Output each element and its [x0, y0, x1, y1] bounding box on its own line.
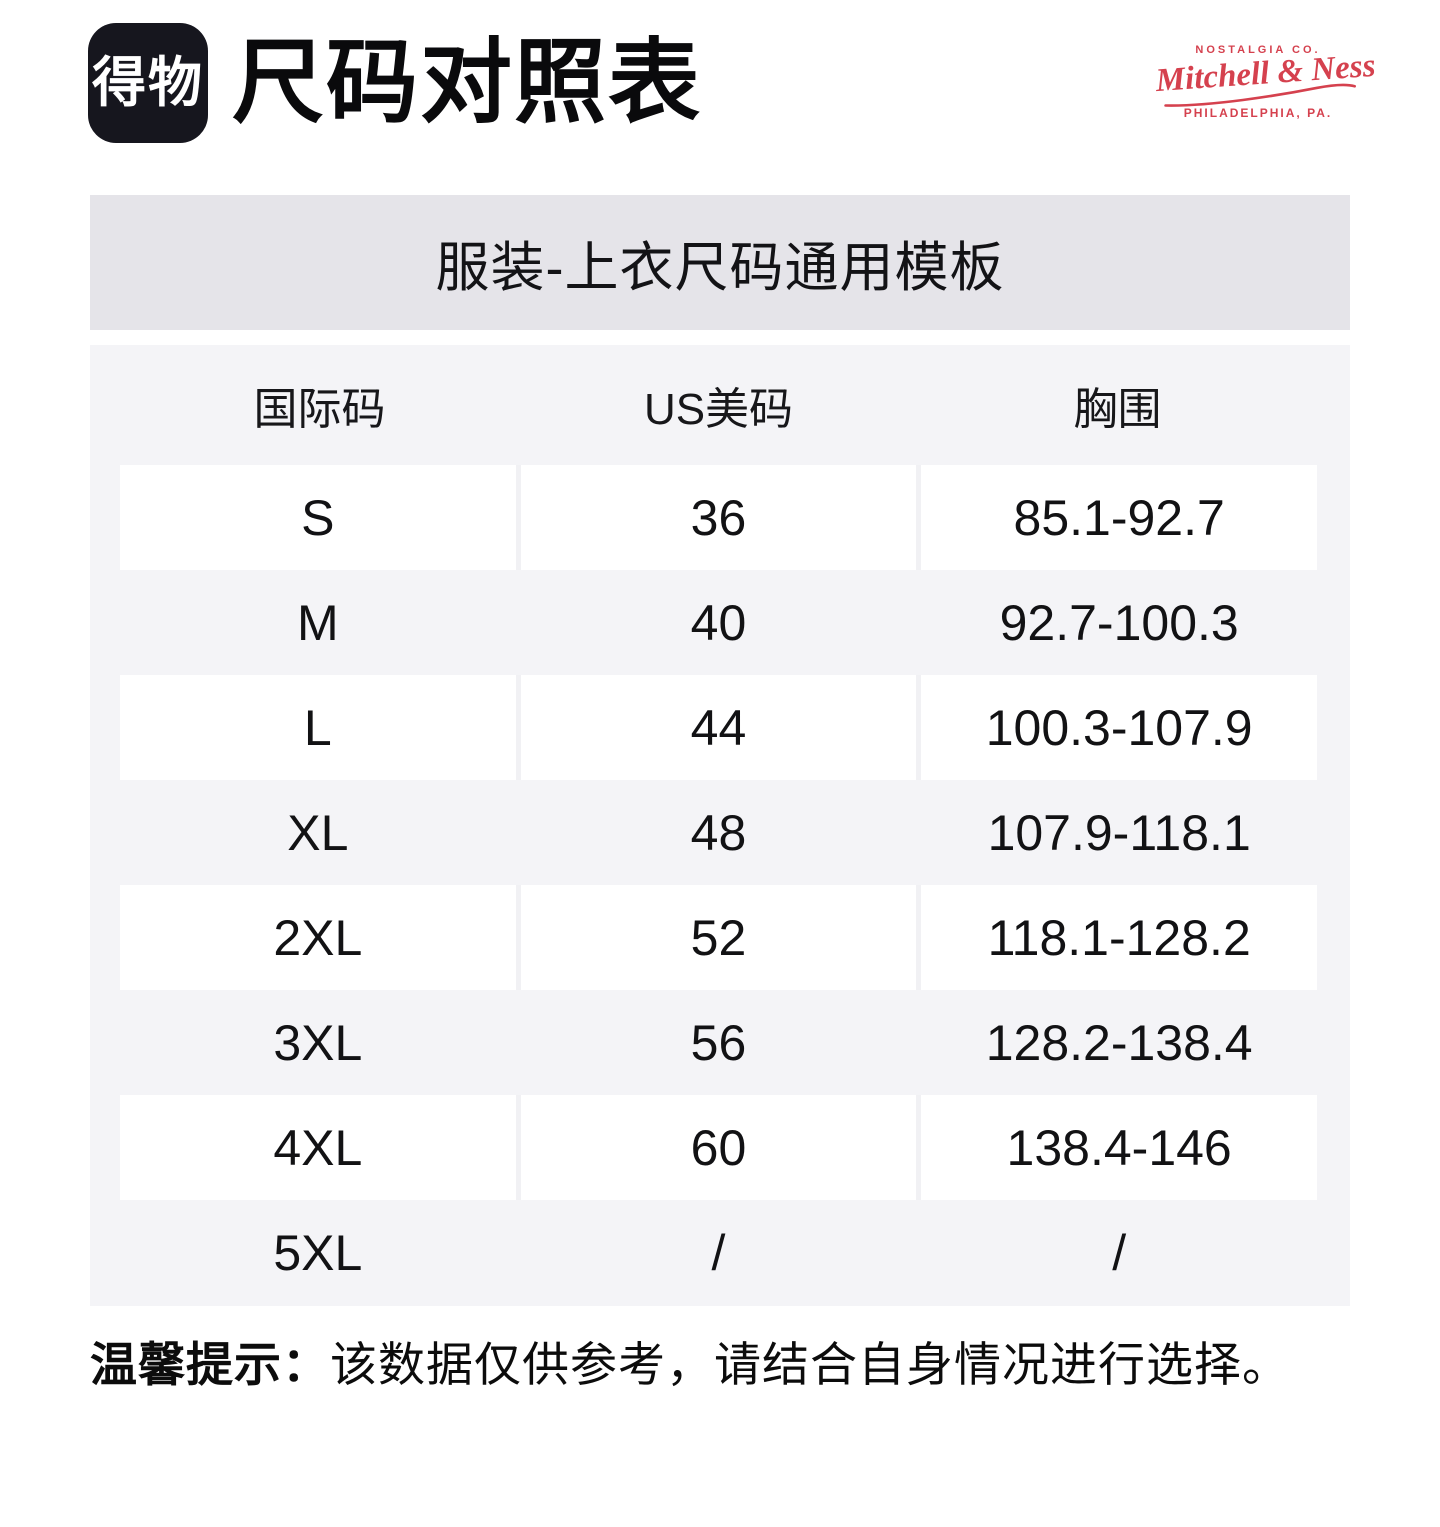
brand-philadelphia-text: PHILADELPHIA, PA. — [1183, 105, 1333, 120]
cell-intl-size: M — [297, 594, 339, 651]
table-header-row: 国际码 US美码 胸围 — [120, 345, 1317, 465]
cell-chest: 118.1-128.2 — [921, 885, 1317, 990]
cell-chest: / — [1112, 1224, 1127, 1281]
footnote-label: 温馨提示： — [90, 1338, 330, 1391]
column-header-chest: 胸围 — [1073, 385, 1162, 434]
cell-chest: 92.7-100.3 — [999, 594, 1239, 651]
brand-nostalgia-text: NOSTALGIA CO. — [1195, 44, 1321, 56]
template-title: 服装-上衣尺码通用模板 — [435, 238, 1005, 298]
cell-chest: 128.2-138.4 — [985, 1014, 1253, 1071]
page-title: 尺码对照表 — [232, 32, 703, 134]
dewu-logo: 得物 — [88, 23, 208, 143]
table-row: 4XL 60 138.4-146 — [120, 1095, 1317, 1200]
column-header-us-size: US美码 — [643, 385, 794, 434]
cell-us-size: 52 — [520, 885, 917, 990]
table-row: 2XL 52 118.1-128.2 — [120, 885, 1317, 990]
cell-intl-size: 5XL — [273, 1224, 363, 1281]
cell-chest: 85.1-92.7 — [921, 465, 1317, 570]
cell-us-size: 40 — [690, 594, 747, 651]
footnote: 温馨提示：该数据仅供参考，请结合自身情况进行选择。 — [90, 1326, 1290, 1395]
page-header: 得物 尺码对照表 — [88, 22, 702, 144]
table-row: 3XL 56 128.2-138.4 — [120, 990, 1317, 1095]
table-row: 5XL / / — [120, 1200, 1317, 1305]
template-title-bar: 服装-上衣尺码通用模板 — [90, 195, 1350, 330]
cell-us-size: 60 — [520, 1095, 917, 1200]
cell-us-size: / — [711, 1224, 726, 1281]
table-row: S 36 85.1-92.7 — [120, 465, 1317, 570]
cell-intl-size: 4XL — [120, 1095, 516, 1200]
cell-chest: 100.3-107.9 — [921, 675, 1317, 780]
table-row: XL 48 107.9-118.1 — [120, 780, 1317, 885]
size-table: 国际码 US美码 胸围 S 36 85.1-92.7 M 40 92.7-100… — [90, 345, 1350, 1306]
cell-intl-size: L — [120, 675, 516, 780]
cell-intl-size: 2XL — [120, 885, 516, 990]
cell-us-size: 36 — [520, 465, 917, 570]
cell-us-size: 44 — [520, 675, 917, 780]
footnote-text: 该数据仅供参考，请结合自身情况进行选择。 — [330, 1338, 1290, 1391]
cell-chest: 138.4-146 — [921, 1095, 1317, 1200]
column-header-intl-size: 国际码 — [253, 385, 386, 434]
cell-intl-size: S — [120, 465, 516, 570]
mitchell-ness-logo: NOSTALGIA CO. Mitchell & Ness PHILADELPH… — [1155, 44, 1377, 120]
cell-us-size: 56 — [690, 1014, 747, 1071]
brand-script-block: Mitchell & Ness — [1155, 48, 1377, 110]
cell-intl-size: XL — [287, 804, 349, 861]
cell-chest: 107.9-118.1 — [987, 804, 1251, 861]
brand-underline-swash-icon — [1164, 83, 1356, 107]
table-row: L 44 100.3-107.9 — [120, 675, 1317, 780]
table-row: M 40 92.7-100.3 — [120, 570, 1317, 675]
cell-us-size: 48 — [690, 804, 747, 861]
dewu-logo-text: 得物 — [92, 53, 204, 113]
cell-intl-size: 3XL — [273, 1014, 363, 1071]
